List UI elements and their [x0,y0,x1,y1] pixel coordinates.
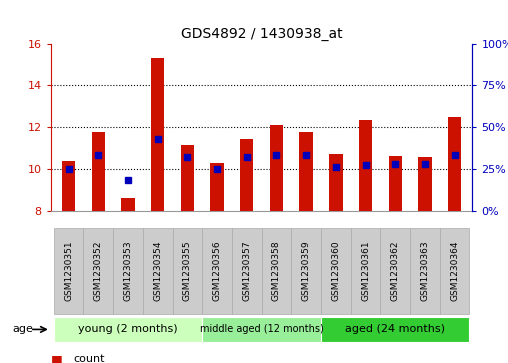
Bar [181,145,194,211]
Text: GSM1230357: GSM1230357 [242,240,251,301]
Text: young (2 months): young (2 months) [78,325,178,334]
Text: GSM1230353: GSM1230353 [123,240,133,301]
Text: middle aged (12 months): middle aged (12 months) [200,325,324,334]
Bar [418,157,432,211]
Text: ■: ■ [51,353,62,363]
Bar [121,198,135,211]
Bar [440,228,469,314]
Bar [91,132,105,211]
Text: GSM1230364: GSM1230364 [450,241,459,301]
Text: GSM1230352: GSM1230352 [94,241,103,301]
Bar [240,139,253,211]
Text: GSM1230361: GSM1230361 [361,240,370,301]
Bar [151,58,165,211]
Bar [113,228,143,314]
Bar [54,317,202,342]
Bar [54,228,83,314]
Text: GSM1230359: GSM1230359 [302,240,311,301]
Text: GSM1230360: GSM1230360 [331,240,340,301]
Bar [321,317,469,342]
Bar [351,228,380,314]
Bar [270,125,283,211]
Bar [173,228,202,314]
Bar [389,156,402,211]
Bar [143,228,173,314]
Bar [359,120,372,211]
Bar [210,163,224,211]
Text: GSM1230362: GSM1230362 [391,241,400,301]
Text: GSM1230354: GSM1230354 [153,241,162,301]
Text: GSM1230355: GSM1230355 [183,240,192,301]
Bar [262,228,291,314]
Bar [202,317,321,342]
Text: aged (24 months): aged (24 months) [345,325,445,334]
Bar [329,154,342,211]
Bar [410,228,440,314]
Text: GSM1230351: GSM1230351 [64,240,73,301]
Text: GSM1230358: GSM1230358 [272,240,281,301]
Text: count: count [74,354,105,363]
Bar [232,228,262,314]
Bar [202,228,232,314]
Title: GDS4892 / 1430938_at: GDS4892 / 1430938_at [181,27,342,41]
Bar [62,162,75,211]
Bar [321,228,351,314]
Bar [380,228,410,314]
Bar [291,228,321,314]
Bar [83,228,113,314]
Text: GSM1230356: GSM1230356 [212,240,221,301]
Text: GSM1230363: GSM1230363 [421,240,429,301]
Text: age: age [13,325,34,334]
Bar [448,117,461,211]
Bar [300,132,313,211]
